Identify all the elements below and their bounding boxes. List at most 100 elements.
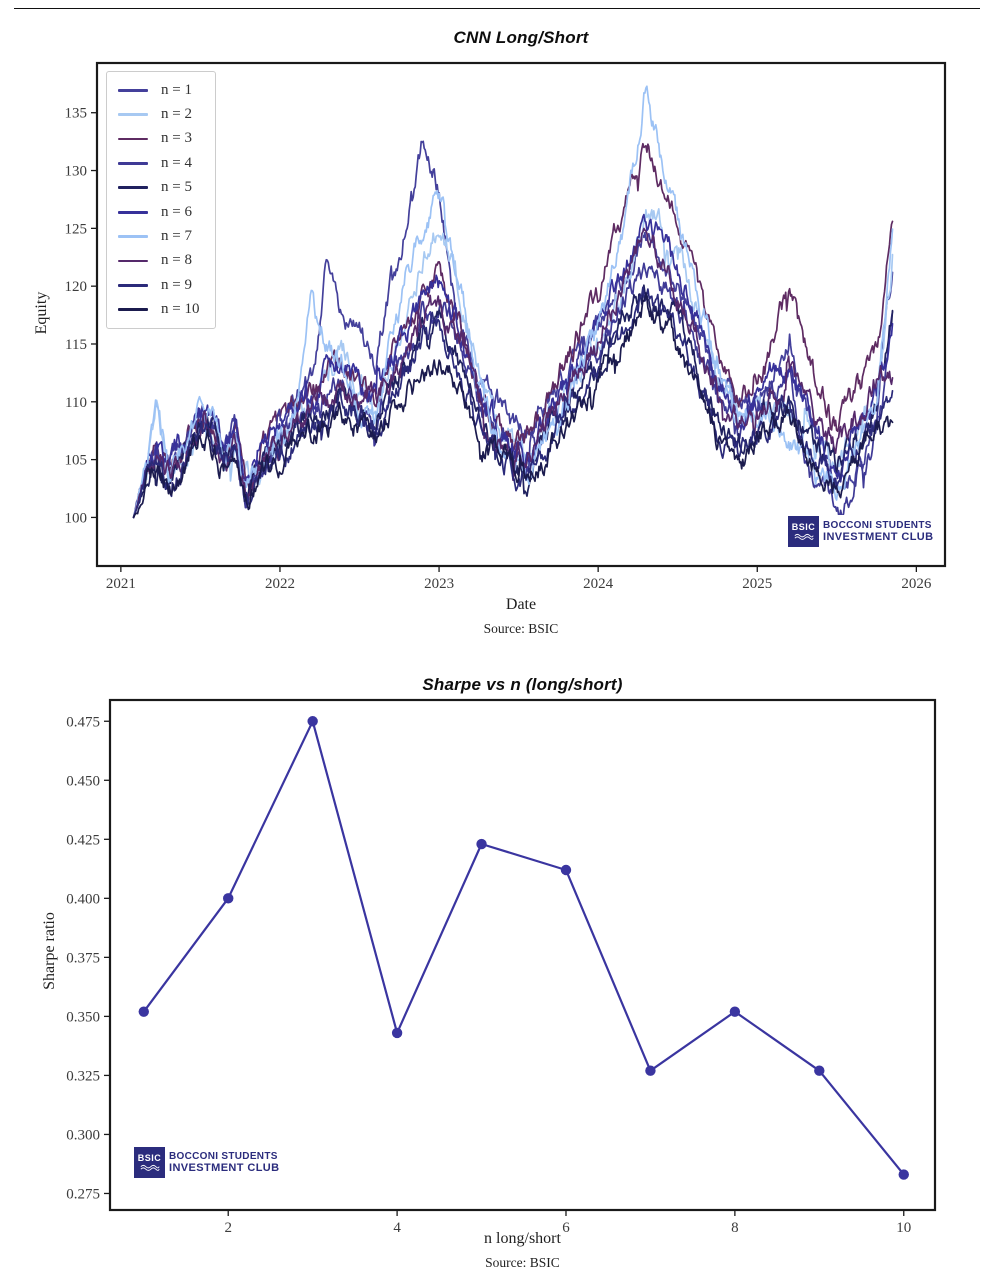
legend-swatch — [118, 161, 148, 165]
bsic-line2: INVESTMENT CLUB — [169, 1162, 280, 1175]
sharpe-x-tick-label: 10 — [896, 1220, 911, 1236]
sharpe-y-tick-label: 0.425 — [66, 832, 100, 848]
bsic-wave-icon — [794, 533, 814, 540]
legend-item: n = 9 — [118, 273, 199, 297]
sharpe-point-n2 — [223, 893, 234, 904]
sharpe-line — [142, 720, 905, 1176]
legend-item: n = 10 — [118, 298, 199, 322]
legend-item: n = 5 — [118, 176, 199, 200]
bsic-logo-mark: BSIC — [134, 1147, 165, 1178]
legend-swatch — [118, 210, 148, 214]
equity-y-tick-label: 130 — [65, 164, 88, 180]
bsic-abbr-text: BSIC — [791, 522, 816, 532]
equity-x-tick-label: 2021 — [106, 576, 136, 592]
sharpe-y-tick-label: 0.275 — [66, 1186, 100, 1202]
legend-item: n = 1 — [118, 78, 199, 102]
bsic-logo-text: BOCCONI STUDENTS INVESTMENT CLUB — [823, 520, 937, 544]
sharpe-point-n3 — [307, 716, 318, 727]
sharpe-x-tick-label: 2 — [224, 1220, 232, 1236]
legend-item: n = 3 — [118, 127, 199, 151]
sharpe-y-tick-label: 0.350 — [66, 1009, 100, 1025]
sharpe-x-tick-label: 6 — [562, 1220, 570, 1236]
legend-item: n = 4 — [118, 151, 199, 175]
sharpe-point-n10 — [898, 1169, 909, 1180]
legend-swatch — [118, 137, 148, 141]
equity-chart-title: CNN Long/Short — [453, 28, 589, 47]
equity-y-tick-label: 110 — [65, 395, 87, 411]
sharpe-point-n7 — [645, 1065, 656, 1076]
sharpe-y-tick-label: 0.475 — [66, 714, 100, 730]
sharpe-y-axis-label: Sharpe ratio — [41, 912, 58, 990]
legend-label: n = 10 — [161, 301, 200, 318]
sharpe-point-n4 — [391, 1027, 403, 1039]
equity-chart-canvas: 2021 2022 2023 2024 2025 2026 100 105 110 115 120 1… — [65, 61, 947, 592]
legend-label: n = 8 — [161, 252, 192, 269]
legend-label: n = 7 — [161, 228, 192, 245]
legend-label: n = 2 — [161, 106, 192, 123]
equity-series-n=6 — [132, 213, 894, 519]
legend-label: n = 1 — [161, 81, 192, 98]
bsic-logo-2: BSIC BOCCONI STUDENTS INVESTMENT CLUB — [133, 1146, 284, 1179]
legend-swatch — [118, 235, 148, 238]
sharpe-point-n9 — [814, 1065, 825, 1076]
equity-y-tick-label: 100 — [65, 510, 88, 526]
legend-label: n = 6 — [161, 203, 192, 220]
bsic-abbr-text: BSIC — [137, 1153, 162, 1163]
sharpe-y-tick-label: 0.325 — [66, 1068, 100, 1084]
legend-item: n = 6 — [118, 200, 199, 224]
equity-legend: n = 1 n = 2 n = 3 n = 4 n = 5 n = 6 n = 7 n = 8… — [106, 71, 217, 329]
sharpe-y-tick-label: 0.450 — [66, 773, 100, 789]
equity-y-axis-label: Equity — [33, 291, 50, 335]
equity-y-tick-label: 115 — [65, 337, 87, 353]
equity-plot-border — [95, 61, 947, 568]
sharpe-plot-border — [108, 698, 937, 1212]
legend-label: n = 5 — [161, 179, 192, 196]
equity-y-tick-label: 105 — [65, 453, 88, 469]
bsic-line1: BOCCONI STUDENTS — [823, 519, 932, 531]
legend-swatch — [118, 308, 148, 312]
equity-x-axis-label: Date — [505, 596, 537, 613]
bsic-wave-icon — [140, 1164, 160, 1171]
equity-y-tick-label: 135 — [65, 106, 88, 122]
equity-x-tick-label: 2022 — [265, 576, 295, 592]
equity-x-tick-label: 2026 — [901, 576, 932, 592]
legend-swatch — [118, 88, 148, 92]
sharpe-y-tick-label: 0.300 — [66, 1127, 100, 1143]
equity-x-tick-label: 2024 — [583, 576, 614, 592]
sharpe-y-tick-label: 0.375 — [66, 950, 100, 966]
equity-x-tick-label: 2025 — [742, 576, 772, 592]
sharpe-y-tick-label: 0.400 — [66, 891, 100, 907]
equity-x-tick-label: 2023 — [424, 576, 454, 592]
sharpe-point-n8 — [729, 1006, 741, 1017]
legend-item: n = 8 — [118, 249, 199, 273]
legend-item: n = 2 — [118, 102, 199, 126]
equity-series-n=8 — [132, 227, 894, 519]
sharpe-x-tick-label: 8 — [731, 1220, 739, 1236]
legend-swatch — [118, 283, 148, 287]
sharpe-x-tick-label: 4 — [393, 1220, 401, 1236]
bsic-line1: BOCCONI STUDENTS — [169, 1150, 278, 1162]
sharpe-point-n1 — [138, 1006, 149, 1017]
legend-item: n = 7 — [118, 224, 199, 248]
equity-y-tick-label: 125 — [65, 221, 88, 237]
sharpe-chart-canvas: 2 4 6 8 10 0.275 0.300 0.325 0.350 0.375 0.400 0.42… — [66, 698, 937, 1236]
top-divider-rule — [14, 8, 980, 9]
legend-swatch — [118, 259, 148, 263]
bsic-logo-mark: BSIC — [788, 516, 819, 547]
legend-swatch — [118, 113, 148, 116]
sharpe-x-axis-label: n long/short — [484, 1230, 561, 1247]
bsic-line2: INVESTMENT CLUB — [823, 531, 934, 544]
sharpe-point-n6 — [560, 864, 572, 876]
sharpe-point-n5 — [476, 838, 487, 850]
legend-label: n = 4 — [161, 154, 192, 171]
legend-label: n = 3 — [161, 130, 192, 147]
sharpe-source-caption: Source: BSIC — [485, 1255, 560, 1270]
bsic-logo-text: BOCCONI STUDENTS INVESTMENT CLUB — [169, 1151, 283, 1175]
equity-series-n=10 — [132, 292, 894, 519]
legend-label: n = 9 — [161, 276, 192, 293]
equity-source-caption: Source: BSIC — [483, 621, 559, 636]
equity-y-tick-label: 120 — [65, 279, 88, 295]
legend-swatch — [118, 186, 148, 190]
sharpe-chart-title: Sharpe vs n (long/short) — [422, 675, 623, 694]
